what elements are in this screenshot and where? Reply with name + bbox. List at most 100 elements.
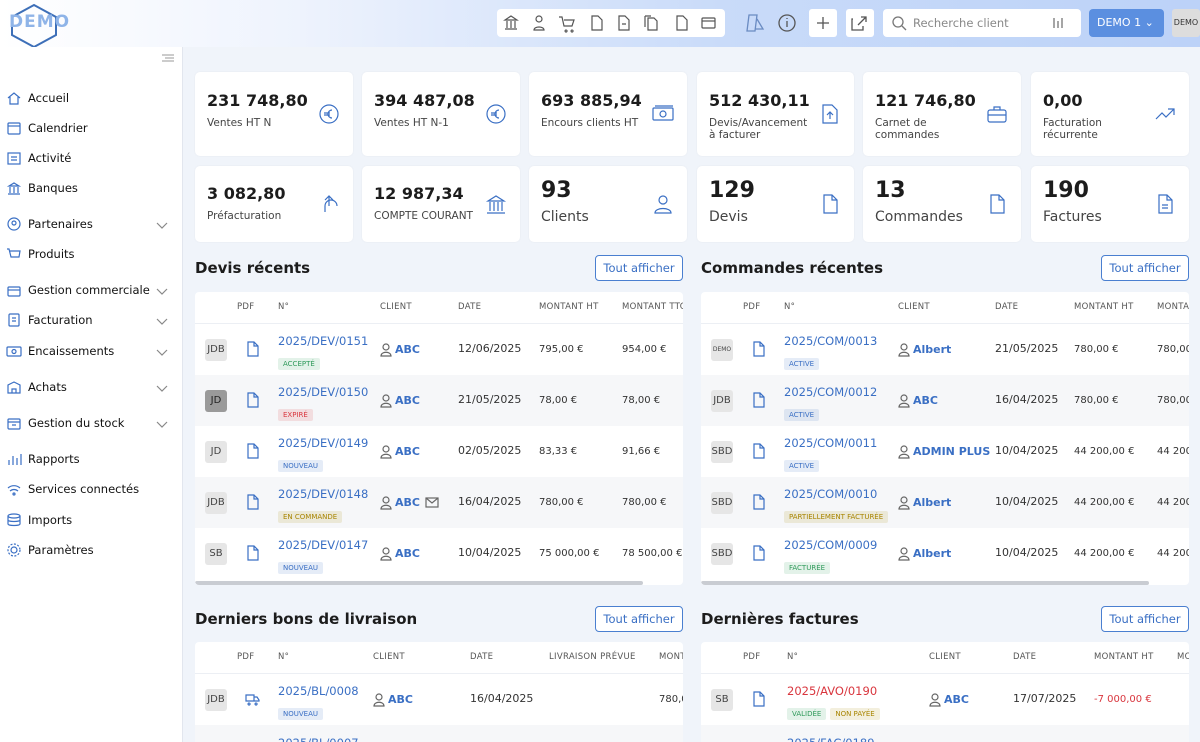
kpi-card[interactable]: 231 748,80 Ventes HT N [195,72,353,156]
kpi-icon [484,102,508,130]
table-row[interactable]: 2025/FAC/0189 [701,725,1189,742]
sidebar-item[interactable]: Partenaires [0,212,182,236]
column-header: CLIENT [380,302,412,312]
toolbar[interactable] [497,9,725,37]
kpi-value: 121 746,80 [875,91,976,110]
sidebar-item[interactable]: Paramètres [0,538,182,562]
kpi-card[interactable]: 512 430,11 Devis/Avancement à facturer [697,72,854,156]
sidebar-item[interactable]: Rapports [0,447,182,471]
client-icon [898,393,911,412]
kpi-card[interactable]: 190 Factures [1031,166,1189,242]
kpi-value: 190 [1043,178,1089,203]
show-all-button[interactable]: Tout afficher [595,255,683,281]
sidebar-item[interactable]: Encaissements [0,339,182,363]
kpi-card[interactable]: 693 885,94 Encours clients HT [529,72,687,156]
sidebar-label: Accueil [28,91,70,105]
sidebar-item[interactable]: Banques [0,176,182,200]
table-row[interactable]: SBD 2025/COM/0010 PARTIELLEMENT FACTURÉE Al… [701,477,1189,528]
chevron [155,314,169,333]
client-icon [380,393,393,412]
kpi-card[interactable]: 394 487,08 Ventes HT N-1 [362,72,520,156]
table-row[interactable]: JDB 2025/DEV/0151 ACCEPTÉ ABC 12/06/2025 795,… [195,324,683,375]
cell-ttc: 780,00 € [622,497,667,508]
sidebar-item[interactable]: Activité [0,146,182,170]
document-number: 2025/COM/0012 [784,385,878,399]
kpi-card[interactable]: 0,00 Facturation récurrente [1031,72,1189,156]
sidebar-item[interactable]: Gestion du stock [0,411,182,435]
cell-ht: 78,00 € [539,395,578,406]
kpi-card[interactable]: 3 082,80 Préfacturation [195,166,353,242]
kpi-value: 512 430,11 [709,91,810,110]
sidebar-item[interactable]: Imports [0,508,182,532]
status-tag: VALIDÉE [787,708,827,720]
table-row[interactable]: JD 2025/DEV/0149 NOUVEAU ABC 02/05/2025 83,33… [195,426,683,477]
client-name: ABC [388,693,413,706]
document-number: 2025/BL/0007 [278,736,359,742]
avatar: JDB [205,339,227,361]
status-tag: NOUVEAU [278,460,323,472]
show-all-button[interactable]: Tout afficher [1101,255,1189,281]
sidebar-item[interactable]: Produits [0,242,182,266]
kpi-card[interactable]: 129 Devis [697,166,854,242]
kpi-value: 394 487,08 [374,91,475,110]
sidebar-icon [6,415,22,435]
status-tag: ACTIVE [784,460,820,472]
kpi-label: Carnet de commandes [875,117,940,141]
column-header: MONTANT HT [659,652,683,662]
client-name: ABC [395,496,420,509]
table-row[interactable]: SB 2025/DEV/0147 NOUVEAU ABC 10/04/2025 75 00… [195,528,683,579]
table-row[interactable]: DEMO 2025/COM/0013 ACTIVE Albert 21/05/2025 7… [701,324,1189,375]
sidebar-item[interactable]: Achats [0,375,182,399]
tags: NOUVEAU [278,453,327,472]
cell-ttc: 78 500,00 € [622,548,683,559]
sidebar-label: Gestion commerciale [28,283,150,297]
kpi-value: 231 748,80 [207,91,308,110]
kpi-card[interactable]: 12 987,34 COMPTE COURANT [362,166,520,242]
column-header: N° [278,302,290,312]
client-name: ABC [395,394,420,407]
user-menu[interactable]: DEMO 1 ⌄ [1089,9,1164,37]
sidebar-label: Produits [28,247,75,261]
sidebar-label: Services connectés [28,482,140,496]
show-all-button[interactable]: Tout afficher [1101,606,1189,632]
table-row[interactable]: SBD 2025/COM/0009 FACTURÉE Albert 10/04/2025… [701,528,1189,579]
kpi-label: Commandes [875,209,963,225]
show-all-button[interactable]: Tout afficher [595,606,683,632]
table: PDF N° CLIENT DATE MONTANT HT MONTANT TTC JDB 2… [195,292,683,585]
table-row[interactable]: SB 2025/AVO/0190 VALIDÉE NON PAYÉE ABC 17/07/… [701,674,1189,725]
cell-date: 21/05/2025 [458,393,522,406]
sidebar-label: Achats [28,380,67,394]
table-row[interactable]: JD 2025/DEV/0150 EXPIRÉ ABC 21/05/2025 78,00 … [195,375,683,426]
table-header [195,292,683,324]
table-row[interactable]: SBD 2025/COM/0011 ACTIVE ADMIN PLUS 10/04/20… [701,426,1189,477]
sidebar-item[interactable]: Gestion commerciale [0,278,182,302]
sidebar-item[interactable]: Services connectés [0,477,182,501]
column-header: DATE [458,302,482,312]
kpi-card[interactable]: 121 746,80 Carnet de commandes [863,72,1021,156]
table-row[interactable]: JDB 2025/COM/0012 ACTIVE ABC 16/04/2025 780,0… [701,375,1189,426]
collapse-icon[interactable] [161,53,175,63]
table-row[interactable]: JDB 2025/BL/0008 NOUVEAU ABC 16/04/2025 780,0… [195,674,683,725]
sidebar-item[interactable]: Accueil [0,86,182,110]
table-row[interactable]: 2025/BL/0007 [195,725,683,742]
kpi-icon [317,102,341,130]
header: DEMO Recherche client DEMO 1 ⌄ DEMO [0,0,1200,48]
header-icons[interactable] [745,9,885,37]
kpi-card[interactable]: 13 Commandes [863,166,1021,242]
client-name: ABC [395,445,420,458]
pdf-icon [751,341,767,361]
table-row[interactable]: JDB 2025/DEV/0148 EN COMMANDE ABC 16/04/2025… [195,477,683,528]
section-title: Devis récents [195,259,311,277]
sidebar-item[interactable]: Calendrier [0,116,182,140]
pdf-icon [751,691,767,711]
document-number: 2025/DEV/0150 [278,385,369,399]
kpi-value: 129 [709,178,755,203]
cell-ht: 44 200,00 € [1074,497,1135,508]
cell-ht: 75 000,00 € [539,548,600,559]
column-header: MONTANT TTC [1177,652,1189,662]
search-box[interactable]: Recherche client [883,9,1081,37]
kpi-card[interactable]: 93 Clients [529,166,687,242]
user-avatar[interactable]: DEMO [1172,9,1200,37]
document-number: 2025/DEV/0151 [278,334,369,348]
sidebar-item[interactable]: Facturation [0,308,182,332]
